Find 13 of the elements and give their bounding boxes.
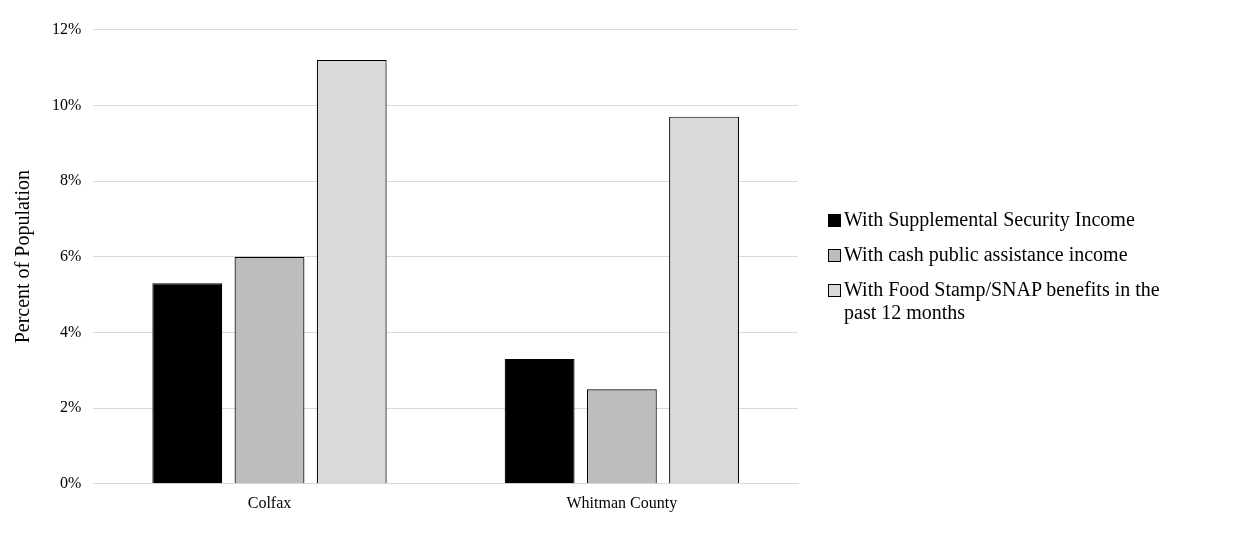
y-tick-label: 2% — [60, 398, 82, 416]
y-tick-label: 12% — [52, 19, 82, 37]
legend-label: With Supplemental Security Income — [844, 207, 1135, 231]
y-tick-label: 10% — [52, 95, 82, 113]
x-tick-label: Whitman County — [566, 493, 678, 512]
y-axis-title: Percent of Population — [11, 170, 35, 344]
legend-label: With Food Stamp/SNAP benefits in the past 12 months — [844, 277, 1161, 324]
legend-label: With cash public assistance income — [844, 242, 1128, 266]
y-tick-label: 6% — [60, 246, 82, 264]
y-tick-label: 0% — [60, 474, 82, 491]
x-tick-label: Colfax — [247, 493, 292, 511]
y-tick-label: 8% — [60, 171, 82, 189]
y-tick-label: 4% — [60, 322, 82, 340]
